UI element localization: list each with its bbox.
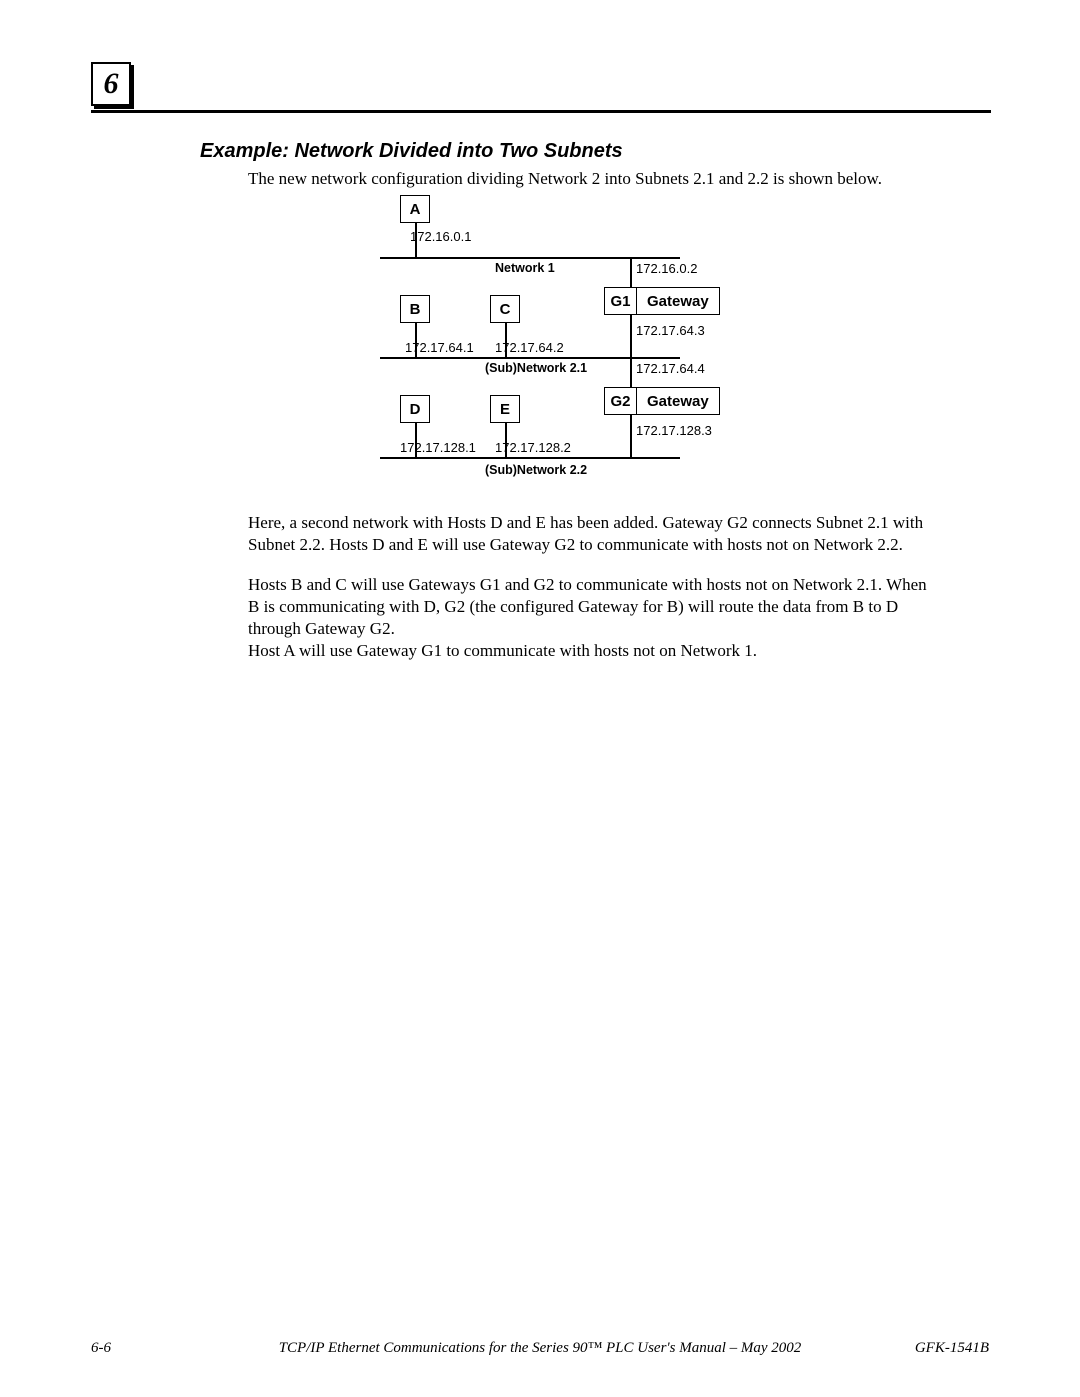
stub-g1-top bbox=[630, 257, 632, 287]
gateway-g2: G2 Gateway bbox=[604, 387, 720, 415]
network-diagram: A 172.16.0.1 Network 1 172.16.0.2 G1 Gat… bbox=[380, 195, 720, 495]
ip-d: 172.17.128.1 bbox=[400, 440, 476, 455]
intro-paragraph: The new network configuration dividing N… bbox=[248, 168, 938, 190]
node-e: E bbox=[490, 395, 520, 423]
network1-label: Network 1 bbox=[495, 261, 555, 275]
node-b-id: B bbox=[410, 301, 421, 318]
subnetwork22-rail bbox=[380, 457, 680, 459]
ip-g1-top: 172.16.0.2 bbox=[636, 261, 697, 276]
gateway-g2-label: Gateway bbox=[637, 393, 719, 410]
node-b: B bbox=[400, 295, 430, 323]
gateway-g2-id: G2 bbox=[605, 388, 637, 414]
paragraph-1: Here, a second network with Hosts D and … bbox=[248, 512, 938, 556]
node-c-id: C bbox=[500, 301, 511, 318]
ip-b: 172.17.64.1 bbox=[405, 340, 474, 355]
header-rule bbox=[91, 110, 991, 113]
subnetwork21-rail bbox=[380, 357, 680, 359]
gateway-g1-label: Gateway bbox=[637, 293, 719, 310]
ip-g2-top: 172.17.64.4 bbox=[636, 361, 705, 376]
chapter-number-box: 6 bbox=[91, 62, 131, 106]
ip-g2-bottom: 172.17.128.3 bbox=[636, 423, 712, 438]
subnetwork21-label: (Sub)Network 2.1 bbox=[485, 361, 587, 375]
section-title: Example: Network Divided into Two Subnet… bbox=[200, 140, 623, 163]
paragraph-3: Host A will use Gateway G1 to communicat… bbox=[248, 640, 938, 662]
page: 6 Example: Network Divided into Two Subn… bbox=[0, 0, 1080, 1397]
chapter-number: 6 bbox=[104, 67, 119, 101]
stub-g2-bottom bbox=[630, 415, 632, 457]
node-c: C bbox=[490, 295, 520, 323]
node-d: D bbox=[400, 395, 430, 423]
paragraph-2: Hosts B and C will use Gateways G1 and G… bbox=[248, 574, 938, 639]
stub-g1-bottom bbox=[630, 315, 632, 357]
ip-g1-bottom: 172.17.64.3 bbox=[636, 323, 705, 338]
node-a: A bbox=[400, 195, 430, 223]
ip-a: 172.16.0.1 bbox=[410, 229, 471, 244]
node-a-id: A bbox=[410, 201, 421, 218]
ip-c: 172.17.64.2 bbox=[495, 340, 564, 355]
gateway-g1-id: G1 bbox=[605, 288, 637, 314]
node-d-id: D bbox=[410, 401, 421, 418]
footer-doc-id: GFK-1541B bbox=[915, 1340, 989, 1357]
stub-g2-top bbox=[630, 357, 632, 387]
node-e-id: E bbox=[500, 401, 510, 418]
ip-e: 172.17.128.2 bbox=[495, 440, 571, 455]
subnetwork22-label: (Sub)Network 2.2 bbox=[485, 463, 587, 477]
network1-rail bbox=[380, 257, 680, 259]
gateway-g1: G1 Gateway bbox=[604, 287, 720, 315]
